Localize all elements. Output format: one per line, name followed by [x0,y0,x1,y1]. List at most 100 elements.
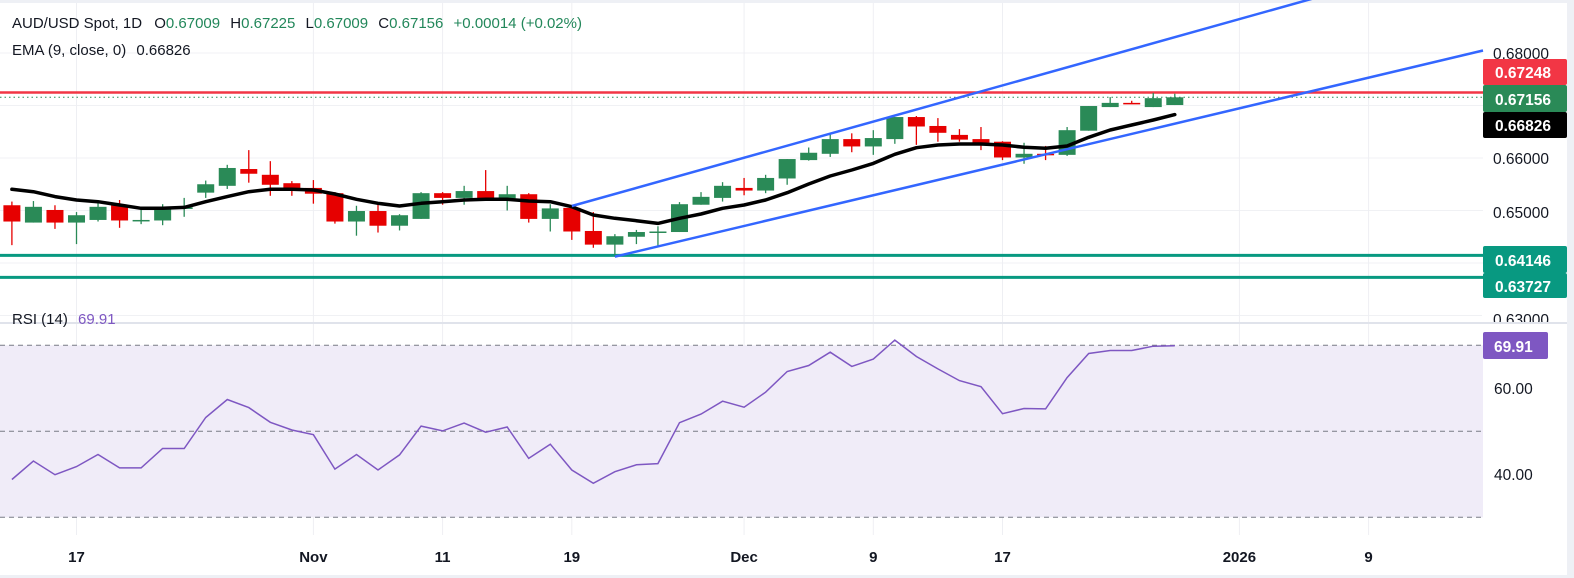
candle-body [1080,106,1098,131]
candle [1144,92,1162,108]
trendlines[interactable] [571,0,1484,258]
candle [1080,106,1098,131]
candle [1123,100,1141,105]
candle [606,234,624,257]
candle-body [477,191,495,199]
candle [541,204,559,232]
close-label: C [378,15,389,32]
candle-body [111,205,129,221]
symbol-title[interactable]: AUD/USD Spot, 1D [12,15,142,32]
date-label: 19 [563,549,580,566]
candle-body [68,215,86,223]
rsi-legend-value: 69.91 [78,311,116,328]
candle-body [455,191,473,198]
price-axis[interactable]: 0.68000 0.66000 0.65000 0.63000 0.67248 … [1482,46,1567,329]
candle [714,182,732,202]
price-tick: 0.68000 [1493,46,1549,63]
ema-badge: 0.66826 [1483,112,1567,138]
channel-upper-line [571,0,1313,208]
svg-text:0.66826: 0.66826 [1495,118,1551,135]
candle [326,192,344,224]
high-value: 0.67225 [241,15,295,32]
candle-body [132,219,150,222]
rsi-label: RSI (14) [12,311,68,328]
candle [692,192,710,205]
candle-body [627,232,645,237]
change-value: +0.00014 (+0.02%) [454,15,582,32]
candle [197,180,215,198]
candle-body [197,184,215,193]
candle [821,133,839,157]
candle-body [1144,98,1162,108]
price-tick: 0.66000 [1493,151,1549,168]
candle-body [218,167,236,186]
candle [929,118,947,142]
horizontal-lines[interactable] [0,91,1483,279]
low-value: 0.67009 [314,15,368,32]
candle-body [24,206,42,223]
candle-body [520,194,538,219]
ema-value: 0.66826 [136,42,190,59]
support1-badge: 0.64146 [1483,246,1567,273]
rsi-line [11,339,1175,485]
candle [843,133,861,153]
candle [972,127,990,151]
date-label: Dec [730,549,758,566]
candle [477,170,495,201]
rsi-badge: 69.91 [1483,332,1548,359]
ema-line [10,112,1177,226]
candle [369,202,387,233]
candle-body [541,208,559,219]
candle [520,193,538,223]
legend-ema[interactable]: EMA (9, close, 0) 0.66826 [12,42,191,59]
candle-body [950,134,968,140]
candle-body [563,207,581,232]
candle-body [1101,102,1119,108]
candle [3,201,21,246]
price-tick: 0.63000 [1493,312,1549,329]
candle-body [1166,97,1184,106]
close-value: 0.67156 [389,15,443,32]
candle [778,159,796,185]
rsi-legend[interactable]: RSI (14) 69.91 [12,311,116,328]
candle-body [800,152,818,161]
candle-body [649,231,667,233]
svg-text:0.64146: 0.64146 [1495,253,1551,270]
candle-body [972,139,990,143]
date-label: 2026 [1223,549,1256,566]
candle [886,117,904,144]
candle-body [240,169,258,174]
candle [68,212,86,245]
candle [584,212,602,248]
open-label: O [154,15,166,32]
low-label: L [306,15,314,32]
candle-body [843,139,861,147]
svg-text:0.63727: 0.63727 [1495,279,1551,296]
candle-body [434,193,452,198]
open-value: 0.67009 [166,15,220,32]
rsi-axis[interactable]: 69.91 60.00 40.00 [1483,332,1548,484]
candle-body [3,205,21,222]
high-label: H [230,15,241,32]
candle-body [89,206,107,220]
candle-body [498,194,516,199]
candle-body [886,117,904,140]
candle [1166,93,1184,106]
candle [218,164,236,189]
channel-lower-line [614,49,1484,258]
rsi-levels [0,344,1483,518]
candle-body [369,211,387,226]
rsi-tick: 40.00 [1494,467,1533,484]
candle-body [261,174,279,185]
candle-body [283,183,301,190]
candle [907,116,925,145]
candle [757,174,775,194]
candle [563,205,581,240]
candle [864,130,882,155]
candle-body [1015,153,1033,158]
time-axis[interactable]: 17 Nov 11 19 Dec 9 17 2026 9 [68,549,1373,566]
candle-body [1123,102,1141,105]
svg-text:0.67248: 0.67248 [1495,65,1551,82]
candle [950,129,968,142]
